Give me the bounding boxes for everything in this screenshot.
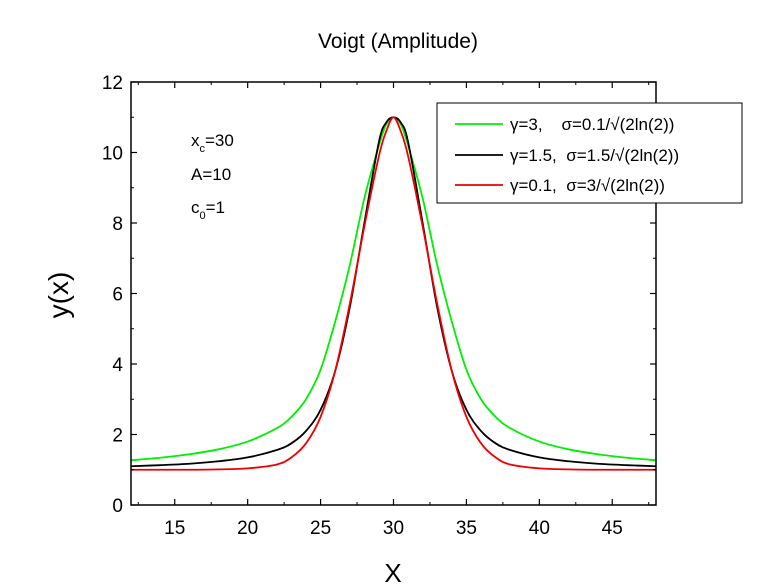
legend-box: [436, 102, 743, 204]
x-tick-label: 25: [310, 518, 331, 539]
series-layer: [131, 116, 656, 471]
legend-label-1: γ=3, σ=0.1/√(2ln(2)): [510, 115, 674, 134]
legend-label-2: γ=1.5, σ=1.5/√(2ln(2)): [510, 146, 679, 165]
chart-title: Voigt (Amplitude): [318, 30, 478, 53]
x-tick-label: 45: [602, 518, 623, 539]
x-tick-label: 40: [529, 518, 550, 539]
y-tick-label: 4: [112, 355, 123, 376]
x-tick-label: 15: [164, 518, 185, 539]
c0-annotation: c0=1: [191, 198, 225, 222]
y-tick-label: 6: [112, 285, 123, 306]
y-tick-label: 0: [112, 496, 123, 517]
xc-annotation: xc=30: [191, 131, 234, 155]
axis-ticks: 15 20 25 30 35 40 45 0 2 4 6 8 10 12: [102, 73, 656, 539]
x-axis-label: X: [384, 558, 401, 588]
y-tick-label: 12: [102, 73, 123, 94]
y-axis-label: y(x): [43, 272, 74, 319]
legend-label-3: γ=0.1, σ=3/√(2ln(2)): [510, 176, 665, 195]
y-tick-label: 10: [102, 144, 123, 165]
x-tick-label: 20: [237, 518, 258, 539]
amplitude-annotation: A=10: [191, 165, 231, 184]
legend: γ=3, σ=0.1/√(2ln(2)) γ=1.5, σ=1.5/√(2ln(2…: [436, 102, 743, 204]
series-line-3: [131, 116, 656, 471]
parameter-annotation: xc=30 A=10 c0=1: [191, 131, 234, 222]
x-tick-label: 30: [383, 518, 404, 539]
y-tick-label: 2: [112, 426, 123, 447]
x-tick-label: 35: [456, 518, 477, 539]
y-tick-label: 8: [112, 214, 123, 235]
